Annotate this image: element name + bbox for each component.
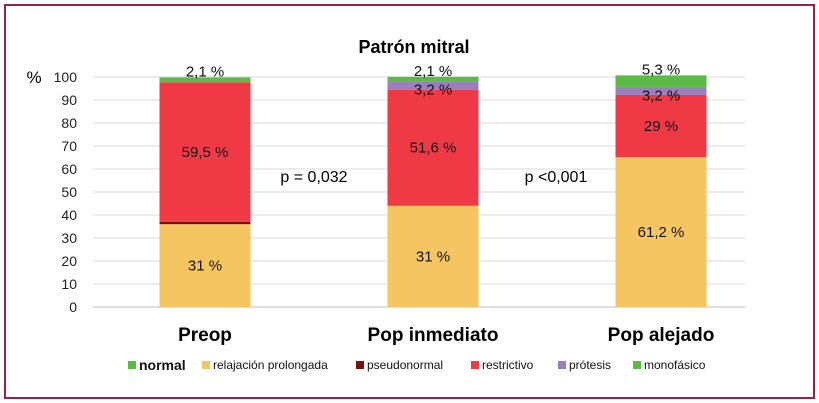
y-axis-ticks: 0 10 20 30 40 50 60 70 80 90 100: [54, 69, 78, 315]
legend-swatch: [356, 361, 364, 369]
chart-title: Patrón mitral: [358, 37, 469, 57]
y-tick-label: 60: [61, 161, 77, 177]
y-tick-label: 70: [61, 138, 77, 154]
bar-segment: [159, 221, 251, 225]
bar-segment: [615, 75, 707, 88]
legend-label: pseudonormal: [367, 358, 443, 372]
legend-label: restrictivo: [482, 358, 534, 372]
legend-label: monofásico: [644, 358, 706, 372]
y-tick-label: 10: [61, 276, 77, 292]
data-label: 29 %: [644, 118, 678, 135]
y-tick-label: 100: [54, 69, 78, 85]
legend-label: normal: [139, 357, 186, 373]
legend-swatch: [633, 361, 641, 369]
bar-segment: [159, 224, 251, 307]
bar-segment: [387, 205, 479, 307]
bars: 31 % 59,5 % 2,1 % 31 % 51,6 % 3,2 % 2,1 % 61,2 …: [159, 61, 707, 307]
legend-swatch: [558, 361, 566, 369]
data-label: 3,2 %: [414, 82, 452, 99]
chart-frame: [4, 4, 815, 399]
bar-segment: [159, 82, 251, 222]
x-tick-label: Pop alejado: [608, 325, 715, 346]
data-label: 5,3 %: [642, 61, 680, 78]
x-tick-label: Preop: [178, 325, 232, 346]
bar-segment: [615, 87, 707, 95]
bar-segment: [615, 157, 707, 307]
y-tick-label: 50: [61, 184, 77, 200]
bar-segment: [615, 94, 707, 158]
data-label: 2,1 %: [186, 63, 224, 80]
legend: normal relajación prolongada pseudonormal r…: [128, 357, 706, 373]
legend-label: relajación prolongada: [213, 358, 328, 372]
legend-swatch: [128, 361, 136, 369]
y-tick-label: 90: [61, 92, 77, 108]
y-tick-label: 20: [61, 253, 77, 269]
legend-label: prótesis: [569, 358, 611, 372]
data-label: 3,2 %: [642, 87, 680, 104]
data-label: 51,6 %: [410, 140, 457, 157]
x-axis-ticks: Preop Pop inmediato Pop alejado: [178, 325, 714, 346]
data-label: 31 %: [416, 248, 450, 265]
p-value-annotation-1: p = 0,032: [280, 169, 347, 186]
y-tick-label: 30: [61, 230, 77, 246]
data-label: 2,1 %: [414, 63, 452, 80]
y-tick-label: 40: [61, 207, 77, 223]
legend-swatch: [471, 361, 479, 369]
data-label: 31 %: [188, 258, 222, 275]
y-tick-label: 0: [69, 299, 77, 315]
bar-segment: [159, 77, 251, 83]
bar-segment: [387, 81, 479, 90]
bar-segment: [387, 89, 479, 206]
bar-segment: [387, 76, 479, 82]
p-value-annotation-2: p <0,001: [525, 169, 588, 186]
data-label: 59,5 %: [182, 144, 229, 161]
y-tick-label: 80: [61, 115, 77, 131]
legend-swatch: [202, 361, 210, 369]
y-axis-label: %: [26, 68, 41, 87]
x-tick-label: Pop inmediato: [368, 325, 499, 346]
data-label: 61,2 %: [638, 224, 685, 241]
